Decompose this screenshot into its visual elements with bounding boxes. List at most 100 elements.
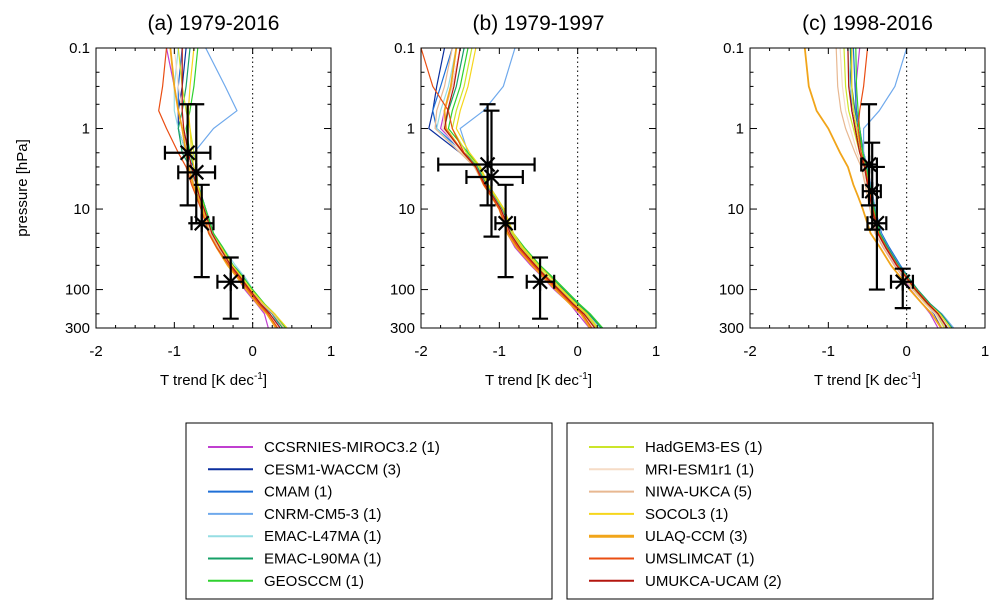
x-tick-label: 0 (573, 343, 581, 360)
series-line (447, 48, 604, 328)
series-line (843, 48, 945, 328)
legend-label: MRI-ESM1r1 (1) (645, 461, 754, 478)
series-line (451, 48, 597, 328)
y-tick-label: 0.1 (69, 40, 90, 57)
y-axis-label: pressure [hPa] (14, 139, 31, 237)
legend-item: EMAC-L47MA (1) (208, 528, 382, 545)
y-tick-label: 300 (390, 320, 415, 337)
y-tick-label: 10 (727, 201, 744, 218)
observations (860, 103, 915, 310)
legend-label: EMAC-L47MA (1) (264, 528, 382, 545)
series-line (173, 48, 285, 328)
series-line (421, 48, 593, 328)
legend-label: CESM1-WACCM (3) (264, 461, 401, 478)
legend-label: EMAC-L90MA (1) (264, 551, 382, 568)
legend-item: HadGEM3-ES (1) (589, 439, 763, 456)
x-tick-label: -2 (89, 343, 102, 360)
series-line (459, 48, 598, 328)
x-tick-label: 0 (902, 343, 910, 360)
x-axis-label: T trend [K dec-1] (160, 371, 267, 389)
observations (437, 103, 556, 320)
series-line (432, 48, 602, 328)
legend-label: UMSLIMCAT (1) (645, 551, 754, 568)
legend-item: UMUKCA-UCAM (2) (589, 573, 782, 590)
y-tick-label: 1 (407, 121, 415, 138)
observation-marker (163, 103, 212, 207)
y-tick-label: 1 (82, 121, 90, 138)
plot-frame (95, 47, 332, 329)
legend: CCSRNIES-MIROC3.2 (1) CESM1-WACCM (3) CMAM… (185, 422, 934, 600)
legend-label: NIWA-UKCA (5) (645, 484, 752, 501)
legend-item: CMAM (1) (208, 484, 332, 501)
model-lines (158, 48, 288, 328)
panel-1: (a) 1979-2016 -2 -1 0 1 0.1 1 10 100 300 T trend [… (65, 12, 335, 389)
legend-label: ULAQ-CCM (3) (645, 528, 748, 545)
observation-marker (494, 183, 517, 279)
legend-item: GEOSCCM (1) (208, 573, 364, 590)
model-lines (421, 48, 604, 328)
panel-title: (b) 1979-1997 (473, 12, 605, 35)
y-tick-label: 100 (719, 282, 744, 299)
legend-item: CCSRNIES-MIROC3.2 (1) (208, 439, 440, 456)
panel-3: (c) 1998-2016 -2 -1 0 1 0.1 1 10 100 300 T trend [… (719, 12, 989, 389)
x-tick-label: 1 (981, 343, 989, 360)
y-tick-label: 10 (73, 201, 90, 218)
observation-marker (216, 256, 245, 320)
series-line (849, 48, 943, 328)
y-tick-label: 0.1 (723, 40, 744, 57)
legend-item: MRI-ESM1r1 (1) (589, 461, 754, 478)
x-tick-label: -2 (414, 343, 427, 360)
legend-item: SOCOL3 (1) (589, 506, 728, 523)
x-tick-label: -1 (493, 343, 506, 360)
y-tick-label: 300 (65, 320, 90, 337)
observation-marker (177, 103, 217, 225)
y-tick-label: 100 (390, 282, 415, 299)
legend-item: CNRM-CM5-3 (1) (208, 506, 382, 523)
legend-label: SOCOL3 (1) (645, 506, 728, 523)
series-line (835, 48, 947, 328)
x-axis-label: T trend [K dec-1] (814, 371, 921, 389)
observation-marker (465, 109, 524, 238)
series-line (803, 48, 942, 328)
panel-2: (b) 1979-1997 -2 -1 0 1 0.1 1 10 100 300 T trend [… (390, 12, 660, 389)
legend-label: CMAM (1) (264, 484, 332, 501)
series-line (181, 48, 281, 328)
y-tick-label: 100 (65, 282, 90, 299)
legend-item: EMAC-L90MA (1) (208, 551, 382, 568)
x-tick-label: 1 (652, 343, 660, 360)
legend-label: GEOSCCM (1) (264, 573, 364, 590)
y-tick-label: 1 (736, 121, 744, 138)
legend-box (566, 422, 934, 600)
observation-marker (866, 165, 888, 291)
legend-item: CESM1-WACCM (3) (208, 461, 401, 478)
legend-label: CCSRNIES-MIROC3.2 (1) (264, 439, 440, 456)
series-line (169, 48, 277, 328)
panel-title: (a) 1979-2016 (148, 12, 280, 35)
legend-item: NIWA-UKCA (5) (589, 484, 752, 501)
legend-label: CNRM-CM5-3 (1) (264, 506, 382, 523)
series-line (442, 48, 594, 328)
x-axis-label: T trend [K dec-1] (485, 371, 592, 389)
observation-marker (525, 256, 556, 320)
y-tick-label: 300 (719, 320, 744, 337)
series-line (187, 48, 288, 328)
legend-label: UMUKCA-UCAM (2) (645, 573, 782, 590)
model-lines (803, 48, 955, 328)
series-line (849, 48, 953, 328)
observations (163, 103, 245, 320)
x-tick-label: -2 (743, 343, 756, 360)
x-tick-label: -1 (822, 343, 835, 360)
legend-box (185, 422, 553, 600)
y-tick-label: 10 (398, 201, 415, 218)
legend-item: UMSLIMCAT (1) (589, 551, 754, 568)
x-tick-label: 0 (248, 343, 256, 360)
panel-title: (c) 1998-2016 (802, 12, 933, 35)
x-tick-label: 1 (327, 343, 335, 360)
legend-item: ULAQ-CCM (3) (589, 528, 748, 545)
x-tick-label: -1 (168, 343, 181, 360)
series-line (436, 48, 601, 328)
series-line (443, 48, 596, 328)
legend-label: HadGEM3-ES (1) (645, 439, 763, 456)
